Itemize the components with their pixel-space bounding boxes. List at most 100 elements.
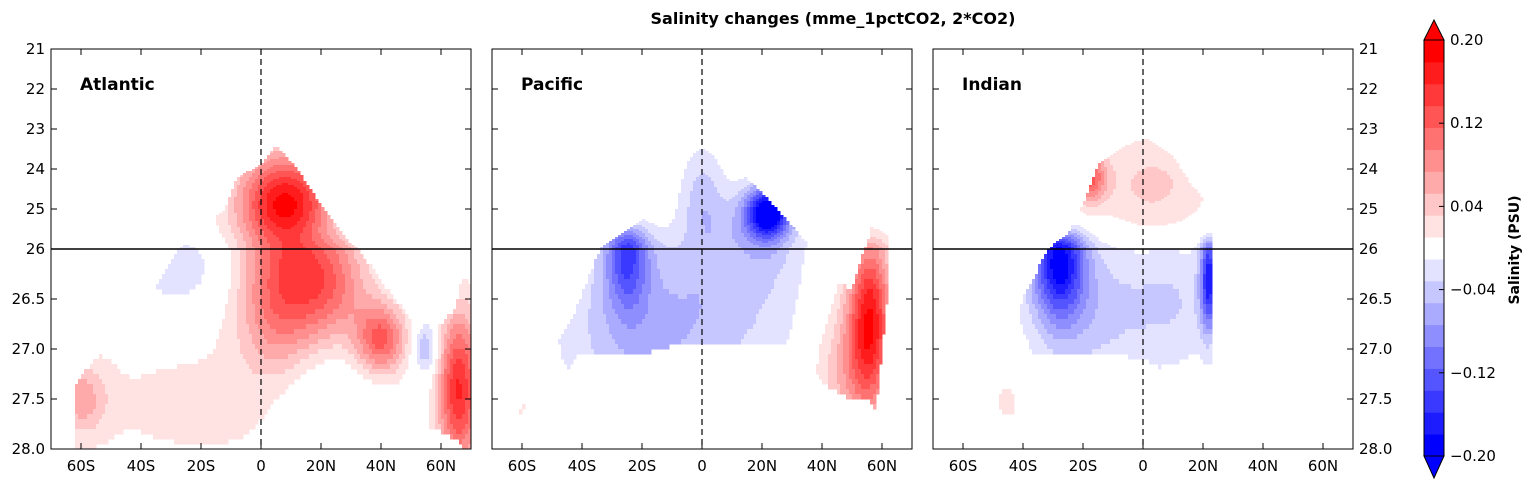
field-cell <box>234 339 238 345</box>
field-cell <box>150 414 154 420</box>
field-cell <box>264 384 268 390</box>
field-cell <box>645 223 649 226</box>
field-cell <box>237 364 241 370</box>
field-cell <box>192 269 196 275</box>
field-cell <box>339 235 343 238</box>
field-cell <box>312 197 316 200</box>
field-cell <box>435 374 439 380</box>
field-cell <box>420 339 424 345</box>
field-cell <box>396 334 400 340</box>
field-cell <box>573 339 577 345</box>
field-cell <box>240 394 244 400</box>
field-cell <box>627 241 631 244</box>
field-cell <box>282 294 286 300</box>
field-cell <box>378 314 382 320</box>
field-cell <box>306 193 310 196</box>
field-cell <box>210 364 214 370</box>
field-cell <box>645 339 649 345</box>
field-cell <box>630 233 634 236</box>
field-cell <box>159 279 163 285</box>
field-cell <box>342 314 346 320</box>
field-cell <box>633 274 637 280</box>
field-cell <box>324 217 328 220</box>
field-cell <box>183 369 187 375</box>
field-cell <box>294 243 298 246</box>
field-cell <box>597 264 601 270</box>
field-cell <box>267 309 271 315</box>
field-cell <box>186 434 190 440</box>
field-cell <box>249 369 253 375</box>
field-cell <box>309 203 313 206</box>
field-cell <box>345 309 349 315</box>
field-cell <box>261 249 265 255</box>
field-cell <box>588 279 592 285</box>
field-cell <box>288 203 292 206</box>
field-cell <box>594 319 598 325</box>
field-cell <box>276 241 280 244</box>
field-cell <box>171 414 175 420</box>
field-cell <box>261 173 265 176</box>
field-cell <box>315 235 319 238</box>
field-cell <box>165 419 169 425</box>
field-cell <box>150 429 154 435</box>
field-cell <box>360 299 364 305</box>
field-cell <box>330 229 334 232</box>
field-cell <box>234 225 238 228</box>
field-cell <box>231 211 235 214</box>
field-cell <box>390 344 394 350</box>
field-cell <box>294 249 298 255</box>
field-cell <box>252 183 256 186</box>
field-cell <box>258 225 262 228</box>
field-cell <box>270 183 274 186</box>
field-cell <box>282 349 286 355</box>
field-cell <box>192 259 196 265</box>
field-cell <box>468 354 472 360</box>
field-cell <box>270 359 274 365</box>
field-cell <box>270 364 274 370</box>
field-cell <box>300 279 304 285</box>
field-cell <box>336 324 340 330</box>
field-cell <box>447 319 451 325</box>
field-cell <box>234 409 238 415</box>
field-cell <box>96 434 100 440</box>
field-cell <box>198 259 202 265</box>
field-cell <box>267 344 271 350</box>
field-cell <box>87 399 91 405</box>
field-cell <box>621 329 625 335</box>
field-cell <box>291 329 295 335</box>
field-cell <box>240 414 244 420</box>
field-cell <box>210 359 214 365</box>
field-cell <box>276 227 280 230</box>
field-cell <box>309 344 313 350</box>
field-cell <box>324 349 328 355</box>
field-cell <box>207 409 211 415</box>
field-cell <box>174 434 178 440</box>
field-cell <box>216 419 220 425</box>
field-cell <box>459 429 463 435</box>
field-cell <box>231 233 235 236</box>
field-cell <box>297 217 301 220</box>
field-cell <box>315 319 319 325</box>
field-cell <box>111 414 115 420</box>
field-cell <box>282 334 286 340</box>
field-cell <box>381 284 385 290</box>
field-cell <box>327 241 331 244</box>
field-cell <box>468 409 472 415</box>
field-cell <box>324 239 328 242</box>
field-cell <box>234 237 238 240</box>
field-cell <box>240 223 244 226</box>
field-cell <box>351 339 355 345</box>
field-cell <box>174 409 178 415</box>
field-cell <box>327 259 331 265</box>
field-cell <box>363 359 367 365</box>
field-cell <box>234 354 238 360</box>
field-cell <box>291 344 295 350</box>
field-cell <box>237 414 241 420</box>
field-cell <box>630 319 634 325</box>
field-cell <box>243 193 247 196</box>
field-cell <box>594 324 598 330</box>
field-cell <box>459 404 463 410</box>
field-cell <box>360 309 364 315</box>
field-cell <box>291 245 295 248</box>
field-cell <box>264 235 268 238</box>
